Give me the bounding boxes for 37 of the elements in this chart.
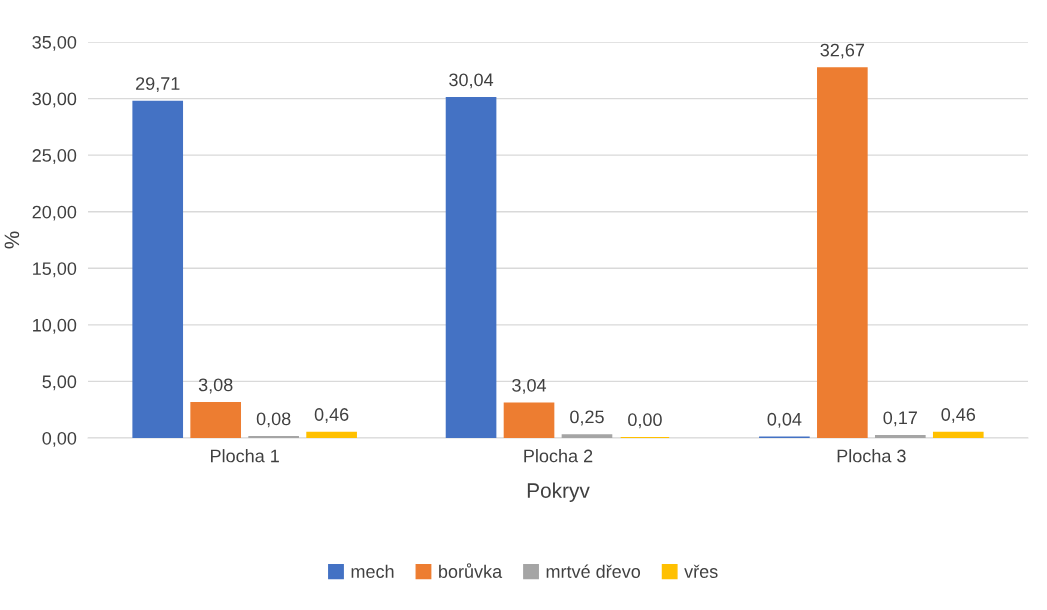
x-tick-label: Plocha 1 <box>211 449 279 463</box>
bar <box>932 431 984 438</box>
x-tick-label: Plocha 2 <box>524 449 593 463</box>
y-tick-label: 25,00 <box>32 149 77 164</box>
data-label: 0,46 <box>314 408 349 424</box>
y-tick-label: 10,00 <box>33 318 77 334</box>
data-label: 0,04 <box>767 412 802 428</box>
bar <box>503 402 555 438</box>
y-tick-label: 15,00 <box>33 262 77 278</box>
data-label: 29,71 <box>136 77 180 93</box>
data-label: 0,08 <box>256 412 291 428</box>
data-label: 30,04 <box>449 73 494 89</box>
bar <box>561 434 613 438</box>
data-label: 32,67 <box>820 43 865 59</box>
data-label: 3,04 <box>512 378 547 394</box>
x-axis-title: Pokryv <box>527 482 590 503</box>
y-axis-title: % <box>4 231 20 249</box>
legend-label: vřes <box>684 564 718 578</box>
y-tick-label: 0,00 <box>42 431 77 447</box>
legend-label: mech <box>351 564 394 578</box>
data-label: 0,00 <box>628 413 662 429</box>
y-tick-label: 30,00 <box>32 92 77 108</box>
legend-label: borůvka <box>439 563 503 578</box>
y-tick-label: 35,00 <box>32 35 77 51</box>
bar <box>817 67 868 438</box>
data-label: 0,17 <box>883 411 917 427</box>
bar <box>306 431 357 438</box>
bar <box>445 97 497 438</box>
data-label: 0,25 <box>570 410 604 426</box>
bar <box>132 100 184 438</box>
y-tick-label: 5,00 <box>42 375 77 391</box>
x-tick-label: Plocha 3 <box>837 449 906 463</box>
y-tick-label: 20,00 <box>32 205 77 221</box>
data-label: 3,08 <box>198 378 233 394</box>
bar <box>190 402 242 438</box>
legend-label: mrtvé dřevo <box>546 564 641 578</box>
data-label: 0,46 <box>941 408 976 424</box>
